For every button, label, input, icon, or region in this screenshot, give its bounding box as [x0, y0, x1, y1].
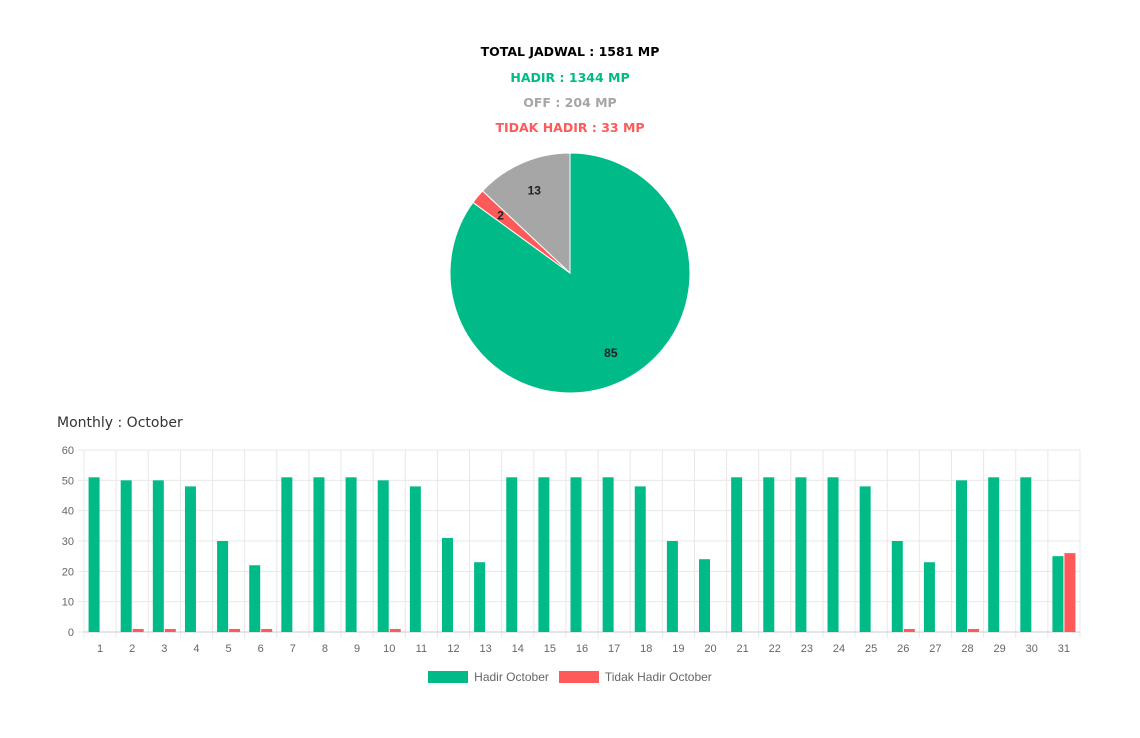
bar-hadir-29[interactable]: [988, 477, 1000, 632]
tidak-hadir-label: TIDAK HADIR : 33 MP: [495, 120, 645, 135]
bar-tidak-hadir-31[interactable]: [1064, 553, 1076, 632]
bar-tidak-hadir-6[interactable]: [261, 628, 273, 632]
chart-legend: Hadir October Tidak Hadir October: [0, 670, 1140, 684]
x-tick-label: 10: [383, 643, 395, 655]
pie-label-tidak-hadir: 2: [497, 209, 504, 223]
x-tick-label: 7: [290, 643, 296, 655]
bar-tidak-hadir-10[interactable]: [389, 628, 401, 632]
y-tick-label: 10: [62, 597, 74, 609]
hadir-label: HADIR : 1344 MP: [510, 70, 630, 85]
x-tick-label: 23: [801, 643, 813, 655]
y-tick-label: 40: [62, 506, 74, 518]
legend-swatch-tidak-hadir: [558, 671, 599, 683]
bar-tidak-hadir-26[interactable]: [903, 628, 915, 632]
total-jadwal-label: TOTAL JADWAL : 1581 MP: [480, 44, 660, 59]
bar-hadir-18[interactable]: [634, 486, 646, 632]
x-tick-label: 24: [833, 643, 845, 655]
x-tick-label: 12: [447, 643, 459, 655]
x-tick-label: 2: [129, 643, 135, 655]
x-tick-label: 28: [961, 643, 973, 655]
x-tick-label: 18: [640, 643, 652, 655]
x-tick-label: 5: [226, 643, 232, 655]
y-tick-label: 0: [68, 627, 74, 639]
x-tick-label: 3: [161, 643, 167, 655]
bar-hadir-4[interactable]: [184, 486, 196, 632]
bar-hadir-7[interactable]: [281, 477, 293, 632]
bar-hadir-6[interactable]: [249, 565, 261, 632]
pie-label-hadir: 85: [604, 346, 618, 360]
bar-hadir-26[interactable]: [891, 541, 903, 632]
y-tick-label: 30: [62, 536, 74, 548]
legend-item-hadir[interactable]: Hadir October: [428, 670, 549, 684]
bar-hadir-8[interactable]: [313, 477, 325, 632]
y-tick-label: 60: [62, 445, 74, 457]
bar-hadir-20[interactable]: [699, 559, 711, 632]
pie-slice-off[interactable]: [481, 152, 571, 275]
bar-hadir-1[interactable]: [88, 477, 100, 632]
x-tick-label: 8: [322, 643, 328, 655]
bar-hadir-27[interactable]: [923, 562, 935, 632]
x-tick-label: 27: [929, 643, 941, 655]
bar-hadir-5[interactable]: [217, 541, 229, 632]
x-tick-label: 21: [737, 643, 749, 655]
bar-hadir-3[interactable]: [152, 480, 164, 632]
x-tick-label: 31: [1058, 643, 1070, 655]
x-tick-label: 4: [193, 643, 199, 655]
bar-tidak-hadir-28[interactable]: [968, 628, 980, 632]
bar-hadir-10[interactable]: [377, 480, 389, 632]
legend-label-hadir: Hadir October: [474, 670, 549, 684]
x-tick-label: 29: [994, 643, 1006, 655]
x-tick-label: 26: [897, 643, 909, 655]
bar-hadir-31[interactable]: [1052, 556, 1064, 632]
bar-hadir-30[interactable]: [1020, 477, 1032, 632]
legend-label-tidak-hadir: Tidak Hadir October: [604, 670, 712, 684]
x-tick-label: 6: [258, 643, 264, 655]
x-tick-label: 20: [704, 643, 716, 655]
bar-hadir-28[interactable]: [956, 480, 968, 632]
monthly-title: Monthly : October: [57, 415, 183, 431]
bar-hadir-12[interactable]: [441, 537, 453, 632]
legend-swatch-hadir: [428, 671, 469, 683]
bar-hadir-22[interactable]: [763, 477, 775, 632]
x-tick-label: 25: [865, 643, 877, 655]
bar-hadir-11[interactable]: [409, 486, 421, 632]
x-tick-label: 15: [544, 643, 556, 655]
x-tick-label: 11: [416, 643, 427, 655]
bar-tidak-hadir-3[interactable]: [164, 628, 176, 632]
bar-hadir-24[interactable]: [827, 477, 839, 632]
x-tick-label: 14: [512, 643, 524, 655]
x-tick-label: 9: [354, 643, 360, 655]
bar-hadir-21[interactable]: [731, 477, 743, 632]
bar-hadir-16[interactable]: [570, 477, 582, 632]
x-tick-label: 19: [672, 643, 684, 655]
legend-item-tidak-hadir[interactable]: Tidak Hadir October: [558, 670, 712, 684]
bar-hadir-17[interactable]: [602, 477, 614, 632]
x-tick-label: 17: [608, 643, 620, 655]
bar-hadir-15[interactable]: [538, 477, 550, 632]
bar-hadir-23[interactable]: [795, 477, 807, 632]
bar-hadir-25[interactable]: [859, 486, 871, 632]
x-tick-label: 22: [769, 643, 781, 655]
x-tick-label: 13: [479, 643, 491, 655]
bar-hadir-19[interactable]: [666, 541, 678, 632]
bar-hadir-2[interactable]: [120, 480, 132, 632]
y-tick-label: 20: [62, 566, 74, 578]
bar-tidak-hadir-2[interactable]: [132, 628, 144, 632]
bar-hadir-9[interactable]: [345, 477, 357, 632]
y-tick-label: 50: [62, 475, 74, 487]
attendance-pie-chart: 85 2 13: [449, 152, 691, 394]
off-label: OFF : 204 MP: [523, 95, 617, 110]
x-tick-label: 1: [97, 643, 103, 655]
bar-hadir-13[interactable]: [474, 562, 486, 632]
bar-tidak-hadir-5[interactable]: [229, 628, 241, 632]
pie-label-off: 13: [528, 183, 542, 197]
x-tick-label: 16: [576, 643, 588, 655]
bar-hadir-14[interactable]: [506, 477, 518, 632]
x-tick-label: 30: [1026, 643, 1038, 655]
